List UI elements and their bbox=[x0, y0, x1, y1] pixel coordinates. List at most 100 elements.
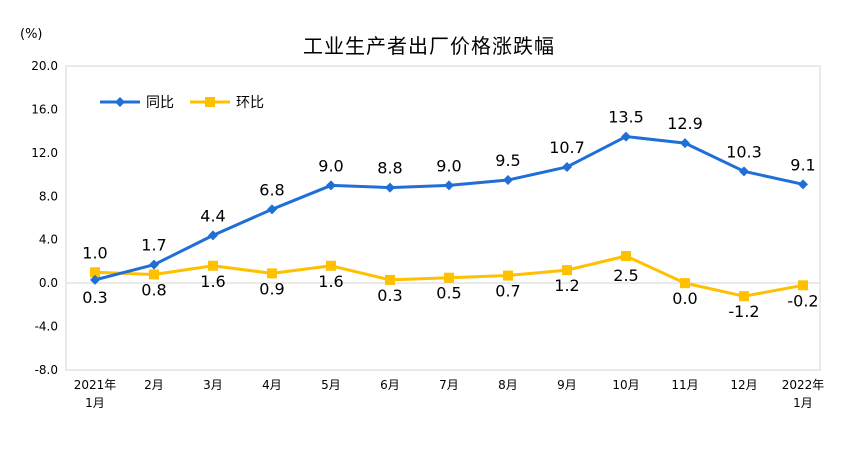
data-label: 13.5 bbox=[608, 108, 644, 127]
x-tick-label-line: 7月 bbox=[439, 378, 459, 392]
data-point-marker bbox=[739, 166, 749, 177]
legend-label: 环比 bbox=[236, 95, 264, 111]
x-tick-label-line: 4月 bbox=[262, 378, 282, 392]
data-label: 9.5 bbox=[495, 151, 520, 170]
legend-swatch-marker bbox=[115, 97, 125, 107]
legend: 同比 环比 bbox=[100, 95, 264, 111]
data-point-marker bbox=[503, 175, 513, 185]
data-label: 0.0 bbox=[672, 289, 697, 308]
data-label: 1.6 bbox=[200, 272, 225, 291]
y-tick-label: 4.0 bbox=[39, 233, 58, 247]
data-label: 4.4 bbox=[200, 206, 225, 225]
data-label: 12.9 bbox=[667, 114, 703, 133]
data-label: 1.6 bbox=[318, 272, 343, 291]
data-point-marker bbox=[90, 274, 100, 285]
data-point-marker bbox=[739, 291, 749, 302]
legend-label: 同比 bbox=[146, 95, 174, 111]
data-label: -1.2 bbox=[728, 302, 759, 321]
data-point-marker bbox=[444, 272, 454, 283]
x-tick-label-line: 9月 bbox=[557, 378, 577, 392]
data-point-marker bbox=[562, 265, 572, 276]
x-tick-label-line: 8月 bbox=[498, 378, 518, 392]
data-point-marker bbox=[326, 260, 336, 271]
x-tick-label-line: 2022年 bbox=[782, 378, 825, 392]
data-point-marker bbox=[267, 268, 277, 279]
data-label: 2.5 bbox=[613, 266, 638, 285]
x-tick-label-line: 3月 bbox=[203, 378, 223, 392]
data-point-marker bbox=[149, 259, 159, 270]
y-tick-label: 16.0 bbox=[31, 102, 58, 116]
data-point-marker bbox=[90, 267, 100, 278]
data-point-marker bbox=[680, 138, 690, 149]
data-point-marker bbox=[621, 251, 631, 261]
data-label: 0.7 bbox=[495, 282, 520, 301]
data-point-marker bbox=[385, 274, 395, 285]
x-tick-label-line: 1月 bbox=[85, 396, 105, 410]
x-tick-label-line: 6月 bbox=[380, 378, 400, 392]
x-tick-label-line: 2021年 bbox=[74, 378, 117, 392]
data-label: 10.3 bbox=[726, 142, 762, 161]
x-tick-label: 2021年 1月 bbox=[74, 378, 117, 410]
data-point-marker bbox=[208, 230, 218, 241]
data-label: 1.0 bbox=[82, 243, 107, 262]
y-tick-label: 12.0 bbox=[31, 146, 58, 160]
x-tick-label: 2022年 1月 bbox=[782, 378, 825, 410]
data-label: 9.0 bbox=[436, 156, 461, 175]
x-tick-label: 8月 bbox=[498, 378, 518, 392]
x-tick-label: 12月 bbox=[730, 378, 757, 392]
data-label: 0.3 bbox=[82, 288, 107, 307]
data-point-marker bbox=[680, 278, 690, 289]
x-tick-label: 4月 bbox=[262, 378, 282, 392]
data-point-marker bbox=[621, 131, 631, 142]
data-point-marker bbox=[562, 161, 572, 172]
data-label: 0.5 bbox=[436, 284, 461, 303]
x-tick-label: 5月 bbox=[321, 378, 341, 392]
data-point-marker bbox=[208, 260, 218, 271]
data-point-marker bbox=[149, 269, 159, 280]
data-label: 10.7 bbox=[549, 138, 585, 157]
x-tick-label-line: 10月 bbox=[612, 378, 639, 392]
plot-frame bbox=[65, 65, 821, 371]
data-label: 1.7 bbox=[141, 236, 166, 255]
x-axis-ticks: 2021年 1月 2月 3月 4月 5月 6月 7月 8月 9月 10月 11月 12月 2022年 1月 bbox=[74, 378, 825, 410]
y-axis-ticks: 20.0 16.0 12.0 8.0 4.0 0.0 -4.0 -8.0 bbox=[31, 59, 58, 377]
data-point-marker bbox=[798, 280, 808, 291]
x-tick-label-line: 1月 bbox=[793, 396, 813, 410]
y-tick-label: -8.0 bbox=[35, 363, 58, 377]
x-tick-label-line: 11月 bbox=[671, 378, 698, 392]
x-tick-label: 7月 bbox=[439, 378, 459, 392]
y-tick-label: 0.0 bbox=[39, 276, 58, 290]
data-point-marker bbox=[385, 182, 395, 193]
data-point-marker bbox=[444, 180, 454, 191]
x-tick-label: 10月 bbox=[612, 378, 639, 392]
y-tick-label: -4.0 bbox=[35, 320, 58, 334]
y-unit-label: (%) bbox=[20, 27, 43, 42]
x-tick-label-line: 5月 bbox=[321, 378, 341, 392]
x-tick-label-line: 2月 bbox=[144, 378, 164, 392]
data-label: 0.8 bbox=[141, 280, 166, 299]
data-labels: 0.3 1.7 4.4 6.8 9.0 8.8 9.0 9.5 10.7 13.5 12.9 10.3… bbox=[82, 108, 818, 322]
legend-swatch-marker bbox=[205, 97, 215, 107]
data-label: 0.3 bbox=[377, 286, 402, 305]
x-tick-label: 11月 bbox=[671, 378, 698, 392]
data-label: 1.2 bbox=[554, 276, 579, 295]
data-label: 9.0 bbox=[318, 156, 343, 175]
data-point-marker bbox=[326, 180, 336, 191]
x-tick-label: 2月 bbox=[144, 378, 164, 392]
data-point-marker bbox=[798, 179, 808, 190]
data-point-marker bbox=[267, 204, 277, 215]
y-tick-label: 8.0 bbox=[39, 189, 58, 203]
data-label: 6.8 bbox=[259, 180, 284, 199]
chart-title: 工业生产者出厂价格涨跌幅 bbox=[303, 34, 555, 58]
x-tick-label-line: 12月 bbox=[730, 378, 757, 392]
data-label: 9.1 bbox=[790, 155, 815, 174]
x-tick-label: 9月 bbox=[557, 378, 577, 392]
data-label: 0.9 bbox=[259, 279, 284, 298]
data-point-marker bbox=[503, 270, 513, 281]
x-tick-label: 3月 bbox=[203, 378, 223, 392]
data-label: 8.8 bbox=[377, 159, 402, 178]
data-label: -0.2 bbox=[787, 291, 818, 310]
y-tick-label: 20.0 bbox=[31, 59, 58, 73]
series-group bbox=[90, 131, 808, 302]
